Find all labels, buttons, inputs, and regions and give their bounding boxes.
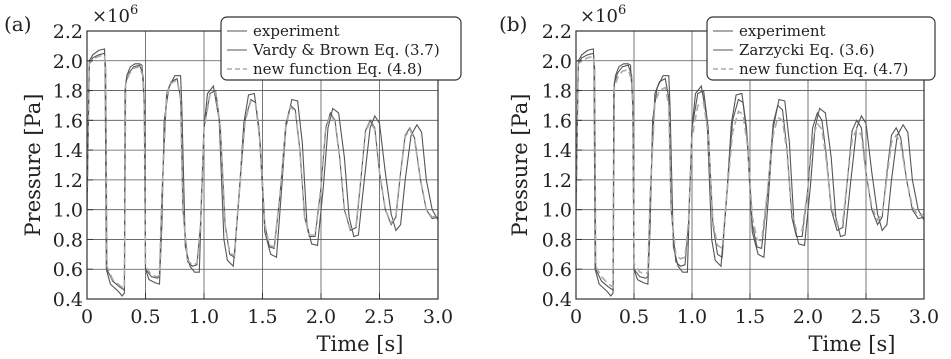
panel-a-series-line-2 <box>87 53 438 291</box>
panel-b-y-tick-label: 2.0 <box>542 51 572 73</box>
panel-a-legend-label-2: new function Eq. (4.8) <box>253 60 422 78</box>
panel-b-series-line-0 <box>576 48 924 297</box>
panel-b-legend-label-2: new function Eq. (4.7) <box>739 60 908 78</box>
panel-a-x-tick-label: 1.0 <box>189 306 219 328</box>
panel-b-series-line-1 <box>576 52 924 292</box>
panel-b-y-tick-label: 1.2 <box>542 170 572 192</box>
panel-a-y-tick-label: 1.6 <box>53 110 83 132</box>
panel-a-legend-label-0: experiment <box>253 22 340 40</box>
panel-a-y-tick-label: 0.4 <box>53 289 83 311</box>
panel-b-x-tick-label: 1.5 <box>735 306 765 328</box>
panel-a-y-tick-label: 0.6 <box>53 259 83 281</box>
panel-a-y-axis-label: Pressure [Pa] <box>21 94 45 237</box>
panel-b-legend-label-1: Zarzycki Eq. (3.6) <box>739 41 875 59</box>
panel-a-x-tick-label: 0.5 <box>130 306 160 328</box>
panel-a-x-tick-label: 2.0 <box>306 306 336 328</box>
panel-a-y-tick-label: 1.4 <box>53 140 83 162</box>
panel-b-series-line-2 <box>576 55 924 289</box>
panel-a-series-line-0 <box>87 48 438 297</box>
panel-b-x-tick-label: 2.5 <box>851 306 881 328</box>
panel-a-y-tick-label: 1.0 <box>53 200 83 222</box>
panel-b-y-tick-label: 1.0 <box>542 200 572 222</box>
panel-b-x-tick-label: 1.0 <box>677 306 707 328</box>
panel-b-multiplier-exp: 6 <box>618 3 626 18</box>
panel-a-series-line-1 <box>87 52 438 292</box>
panel-a-multiplier: ×106 <box>92 3 138 27</box>
panel-b-x-axis-label: Time [s] <box>809 332 896 356</box>
panel-b-multiplier: ×106 <box>580 3 626 27</box>
panel-b-plot-area <box>576 48 924 297</box>
panel-b-y-axis-label: Pressure [Pa] <box>508 94 532 237</box>
panel-b-legend-box <box>706 16 936 81</box>
panel-b-x-tick-label: 3.0 <box>909 306 939 328</box>
panel-a: (a) ×106 Pressure [Pa] Time [s] 0 0.5 1.0 1… <box>4 3 462 356</box>
panel-b-legend-label-0: experiment <box>739 22 826 40</box>
panel-b-label: (b) <box>499 12 527 36</box>
panel-b-y-tick-label: 1.8 <box>542 81 572 103</box>
panel-b-y-tick-label: 0.8 <box>542 229 572 251</box>
panel-b-y-tick-label: 0.6 <box>542 259 572 281</box>
panel-a-y-tick-label: 2.2 <box>53 21 83 43</box>
panel-a-x-axis-label: Time [s] <box>317 332 404 356</box>
panel-b-x-tick-label: 2.0 <box>793 306 823 328</box>
panel-a-x-tick-label: 1.5 <box>247 306 277 328</box>
panel-b-y-tick-label: 2.2 <box>542 21 572 43</box>
panel-b-x-tick-label: 0.5 <box>619 306 649 328</box>
panel-b-y-tick-label: 0.4 <box>542 289 572 311</box>
panel-a-x-tick-label: 0 <box>81 306 93 328</box>
panel-a-legend-box <box>220 16 462 81</box>
panel-a-y-tick-label: 1.8 <box>53 81 83 103</box>
panel-a-plot-area <box>87 48 438 297</box>
panel-a-legend-label-1: Vardy & Brown Eq. (3.7) <box>252 41 440 59</box>
panel-a-y-tick-label: 2.0 <box>53 51 83 73</box>
panel-a-label: (a) <box>4 12 32 36</box>
panel-b-x-tick-label: 0 <box>570 306 582 328</box>
panel-a-multiplier-exp: 6 <box>130 3 138 18</box>
panel-a-x-tick-label: 3.0 <box>423 306 453 328</box>
panel-b: (b) ×106 Pressure [Pa] Time [s] 0 0.5 1.0 1… <box>499 3 939 356</box>
panel-b-y-tick-label: 1.6 <box>542 110 572 132</box>
panel-a-x-tick-label: 2.5 <box>364 306 394 328</box>
panel-b-y-tick-label: 1.4 <box>542 140 572 162</box>
panel-a-y-tick-label: 1.2 <box>53 170 83 192</box>
panel-a-y-tick-label: 0.8 <box>53 229 83 251</box>
